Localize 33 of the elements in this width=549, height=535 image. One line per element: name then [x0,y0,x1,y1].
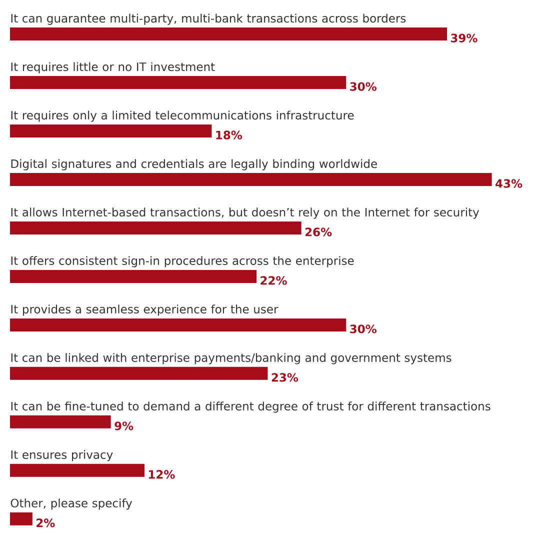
y-tick-label: Other, please specify [10,498,132,510]
data-label: 43% [496,179,522,188]
bar [10,318,346,332]
bar [10,366,268,380]
bar [10,124,212,138]
bar [10,173,492,186]
data-label: 9% [114,422,134,430]
bar [10,512,32,526]
data-label: 30% [350,324,377,334]
bar [10,28,447,41]
y-tick-label: It requires only a limited telecommunications infrastructure [11,110,354,122]
bar [10,76,346,90]
bar [10,464,144,477]
y-tick-label: It can be fine-tuned to demand a different degree of trust for different transactions [11,402,490,413]
y-tick-label: It offers consistent sign-in procedures across the enterprise [11,256,354,268]
data-label: 2% [36,518,55,528]
bar [10,270,257,283]
y-tick-label: It requires little or no IT investment [11,62,215,74]
bar [10,415,111,428]
y-tick-label: It can be linked with enterprise payments/banking and government systems [11,353,452,364]
data-label: 22% [260,276,287,285]
bar [10,221,302,234]
y-tick-label: It provides a seamless experience for the user [11,304,278,316]
data-label: 18% [216,130,242,140]
y-tick-label: It ensures privacy [11,450,113,462]
data-label: 39% [450,34,478,42]
data-label: 23% [272,373,298,382]
data-label: 30% [350,82,377,91]
data-label: 26% [305,228,332,236]
y-tick-label: It allows Internet-based transactions, but doesn’t rely on the Internet for security [11,208,480,219]
data-label: 12% [148,470,175,479]
y-tick-label: Digital signatures and credentials are legally binding worldwide [11,159,377,170]
y-tick-label: It can guarantee multi-party, multi-bank transactions across borders [11,14,406,25]
